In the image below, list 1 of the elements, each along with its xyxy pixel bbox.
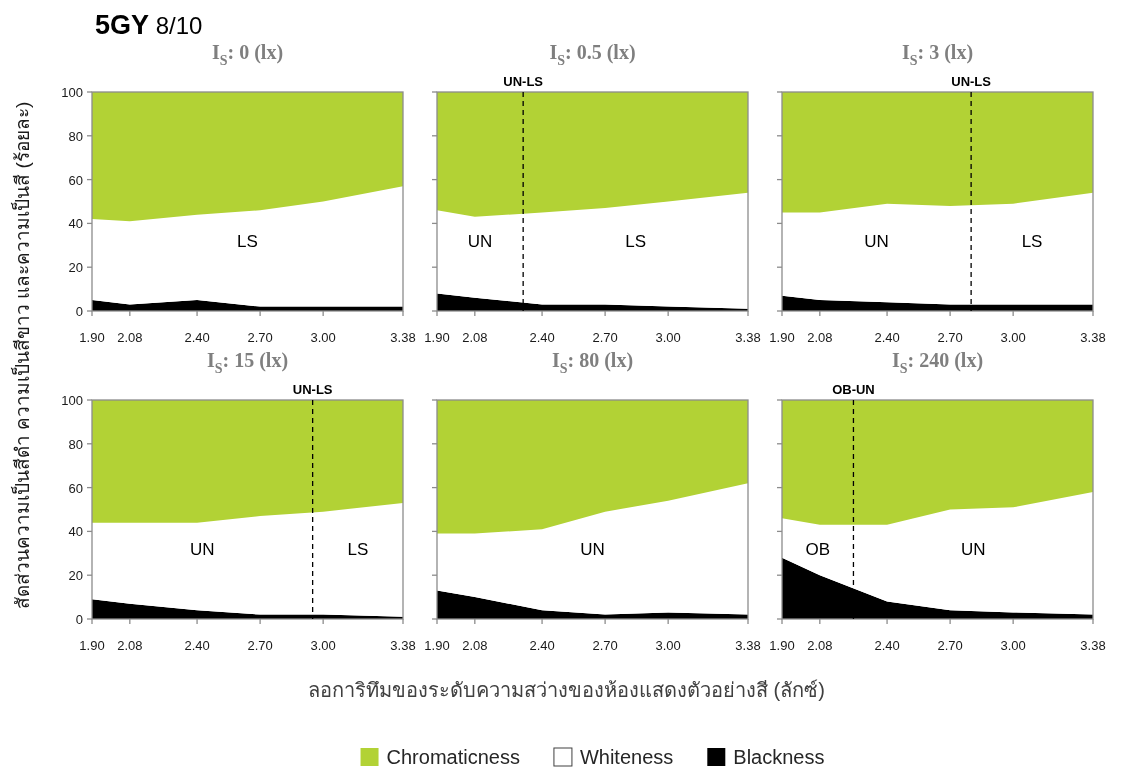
heading: 5GY 8/10: [95, 10, 203, 40]
